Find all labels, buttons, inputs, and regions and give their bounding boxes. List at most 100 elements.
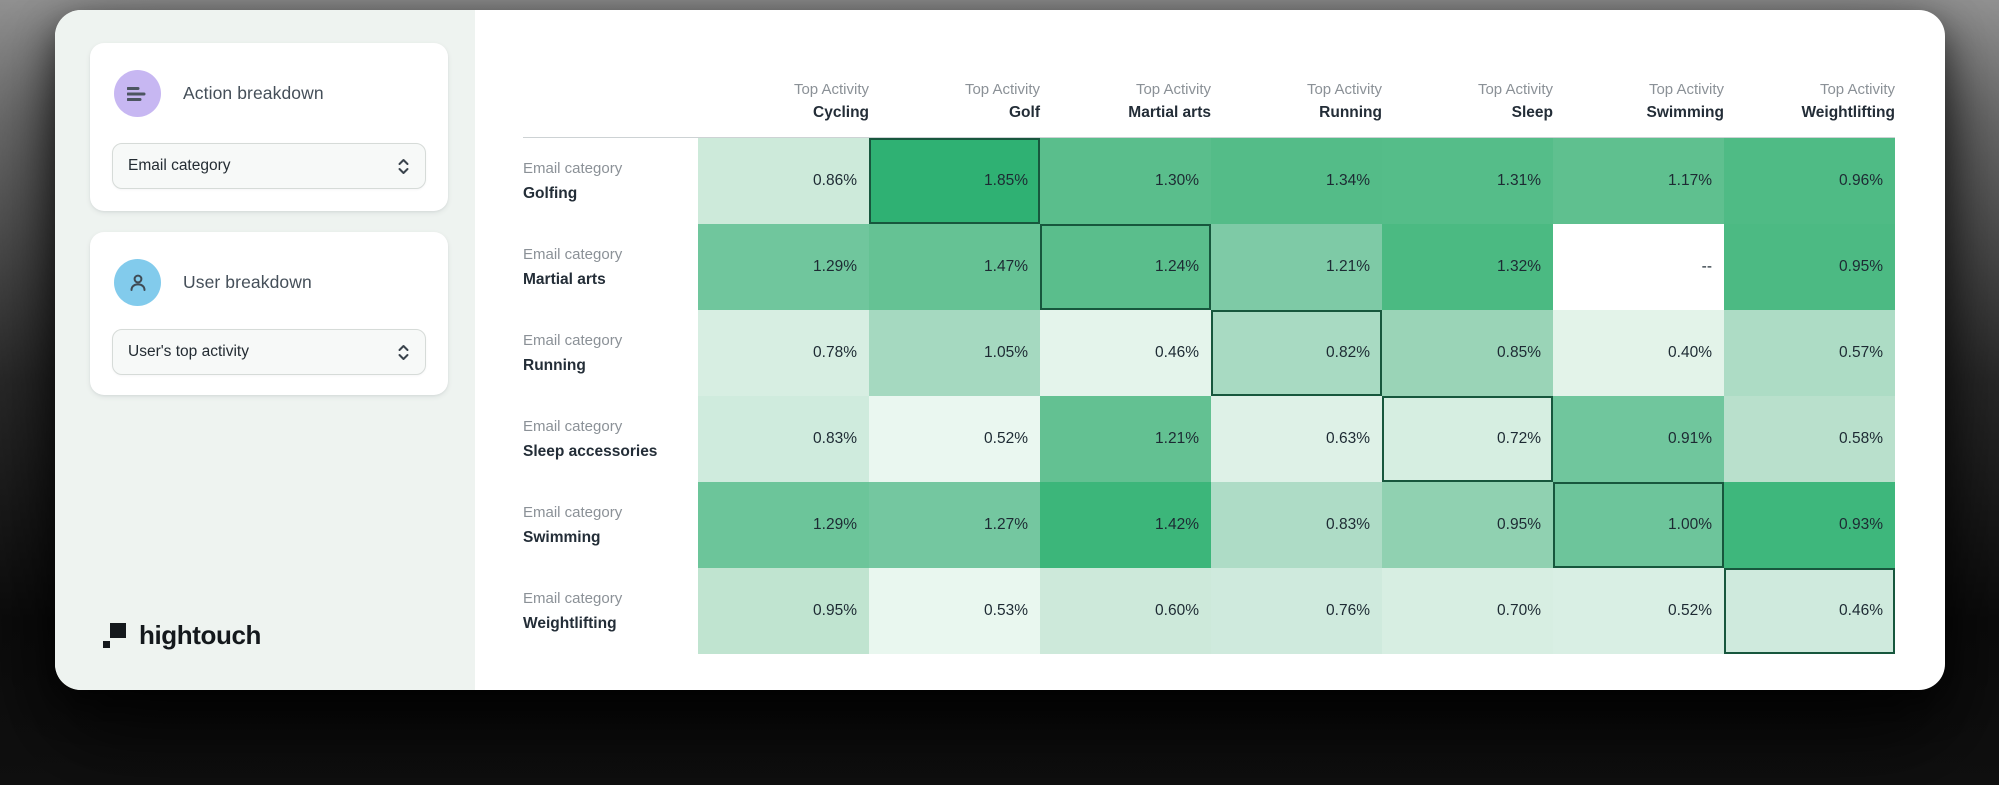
heatmap-cell[interactable]: 1.85% (869, 138, 1040, 224)
heatmap-cell[interactable]: 0.95% (1724, 224, 1895, 310)
name-label: Golfing (523, 185, 578, 202)
column-header: Top Activity Weightlifting (1724, 54, 1895, 138)
user-breakdown-header: User breakdown (114, 259, 312, 306)
row-label: Email category Running (523, 310, 698, 396)
heatmap-cell[interactable]: 0.86% (698, 138, 869, 224)
action-breakdown-card: Action breakdown Email category (90, 43, 448, 211)
unfold-chevrons-icon (398, 158, 409, 174)
action-breakdown-header: Action breakdown (114, 70, 324, 117)
column-header-spacer (523, 54, 698, 138)
column-header: Top Activity Sleep (1382, 54, 1553, 138)
hightouch-logo: hightouch (103, 620, 261, 651)
prefix-label: Email category (523, 246, 623, 263)
heatmap-cell[interactable]: 0.93% (1724, 482, 1895, 568)
prefix-label: Email category (523, 160, 623, 177)
row-label: Email category Swimming (523, 482, 698, 568)
user-breakdown-select-value: User's top activity (128, 343, 249, 360)
heatmap-cell[interactable]: 1.30% (1040, 138, 1211, 224)
column-header: Top Activity Golf (869, 54, 1040, 138)
name-label: Running (1319, 104, 1382, 121)
name-label: Martial arts (1128, 104, 1211, 121)
name-label: Golf (1009, 104, 1040, 121)
heatmap-cell[interactable]: 0.52% (1553, 568, 1724, 654)
hightouch-logo-text: hightouch (139, 620, 262, 650)
prefix-label: Top Activity (1135, 81, 1211, 98)
sidebar: Action breakdown Email category User br (55, 10, 475, 690)
user-breakdown-card: User breakdown User's top activity (90, 232, 448, 395)
unfold-chevrons-icon (398, 344, 409, 360)
name-label: Sleep (1511, 104, 1553, 121)
heatmap-cell[interactable]: 0.63% (1211, 396, 1382, 482)
heatmap-cell[interactable]: 0.76% (1211, 568, 1382, 654)
prefix-label: Top Activity (1477, 81, 1553, 98)
prefix-label: Top Activity (1648, 81, 1724, 98)
heatmap-cell[interactable]: 1.47% (869, 224, 1040, 310)
user-breakdown-title: User breakdown (183, 272, 312, 292)
column-header: Top Activity Running (1211, 54, 1382, 138)
prefix-label: Email category (523, 590, 623, 607)
action-breakdown-select-value: Email category (128, 157, 231, 174)
name-label: Swimming (523, 529, 601, 546)
name-label: Swimming (1646, 104, 1724, 121)
heatmap-cell[interactable]: 1.42% (1040, 482, 1211, 568)
heatmap-cell[interactable]: 0.96% (1724, 138, 1895, 224)
heatmap-cell[interactable]: 1.27% (869, 482, 1040, 568)
heatmap-cell[interactable]: 0.46% (1040, 310, 1211, 396)
heatmap-cell[interactable]: 1.21% (1211, 224, 1382, 310)
heatmap-cell[interactable]: 0.91% (1553, 396, 1724, 482)
name-label: Weightlifting (523, 615, 617, 632)
heatmap-cell[interactable]: 0.58% (1724, 396, 1895, 482)
bar-chart-icon (114, 70, 161, 117)
heatmap-cell[interactable]: -- (1553, 224, 1724, 310)
column-header: Top Activity Martial arts (1040, 54, 1211, 138)
name-label: Sleep accessories (523, 443, 658, 460)
heatmap-cell[interactable]: 0.40% (1553, 310, 1724, 396)
heatmap-cell[interactable]: 1.34% (1211, 138, 1382, 224)
heatmap-cell[interactable]: 0.72% (1382, 396, 1553, 482)
heatmap-cell[interactable]: 1.17% (1553, 138, 1724, 224)
action-breakdown-title: Action breakdown (183, 83, 324, 103)
heatmap-grid: Top Activity Cycling Top Activity Golf Top A… (523, 54, 1895, 654)
action-breakdown-select[interactable]: Email category (112, 143, 426, 189)
heatmap-cell[interactable]: 1.29% (698, 482, 869, 568)
prefix-label: Email category (523, 332, 623, 349)
column-header: Top Activity Cycling (698, 54, 869, 138)
app-window: Action breakdown Email category User br (55, 10, 1945, 690)
row-label: Email category Weightlifting (523, 568, 698, 654)
prefix-label: Top Activity (964, 81, 1040, 98)
heatmap-cell[interactable]: 1.00% (1553, 482, 1724, 568)
heatmap-cell[interactable]: 0.60% (1040, 568, 1211, 654)
heatmap-cell[interactable]: 0.78% (698, 310, 869, 396)
hightouch-logo-icon (103, 623, 126, 648)
heatmap-cell[interactable]: 0.53% (869, 568, 1040, 654)
person-icon (114, 259, 161, 306)
user-breakdown-select[interactable]: User's top activity (112, 329, 426, 375)
heatmap-cell[interactable]: 1.24% (1040, 224, 1211, 310)
heatmap-cell[interactable]: 0.85% (1382, 310, 1553, 396)
heatmap-cell[interactable]: 1.31% (1382, 138, 1553, 224)
column-header: Top Activity Swimming (1553, 54, 1724, 138)
heatmap-cell[interactable]: 1.29% (698, 224, 869, 310)
prefix-label: Top Activity (1819, 81, 1895, 98)
row-label: Email category Martial arts (523, 224, 698, 310)
heatmap-cell[interactable]: 0.82% (1211, 310, 1382, 396)
heatmap-cell[interactable]: 0.46% (1724, 568, 1895, 654)
heatmap-cell[interactable]: 1.21% (1040, 396, 1211, 482)
row-label: Email category Sleep accessories (523, 396, 698, 482)
prefix-label: Top Activity (793, 81, 869, 98)
prefix-label: Top Activity (1306, 81, 1382, 98)
heatmap-cell[interactable]: 0.83% (698, 396, 869, 482)
heatmap-cell[interactable]: 1.05% (869, 310, 1040, 396)
name-label: Weightlifting (1801, 104, 1895, 121)
heatmap-cell[interactable]: 0.83% (1211, 482, 1382, 568)
heatmap-cell[interactable]: 0.95% (1382, 482, 1553, 568)
heatmap-cell[interactable]: 0.57% (1724, 310, 1895, 396)
heatmap-cell[interactable]: 0.95% (698, 568, 869, 654)
heatmap-cell[interactable]: 0.70% (1382, 568, 1553, 654)
row-label: Email category Golfing (523, 138, 698, 224)
prefix-label: Email category (523, 504, 623, 521)
heatmap-cell[interactable]: 1.32% (1382, 224, 1553, 310)
name-label: Running (523, 357, 586, 374)
heatmap-cell[interactable]: 0.52% (869, 396, 1040, 482)
